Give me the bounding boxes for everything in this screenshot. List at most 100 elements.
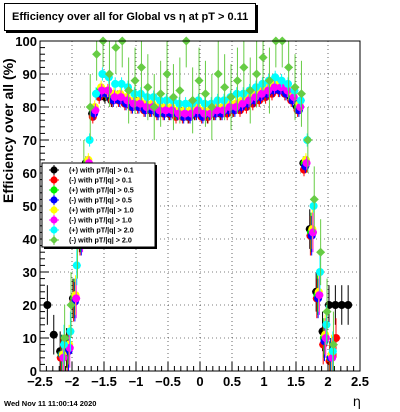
y-tick-label: 70 [23, 133, 37, 148]
x-tick-label: −2 [65, 374, 80, 389]
data-point [60, 340, 68, 349]
data-point [258, 79, 267, 88]
data-point [130, 89, 139, 98]
y-tick-label: 10 [23, 331, 37, 346]
legend-label: (+) with pT/|q| > 2.0 [69, 226, 134, 235]
timestamp: Wed Nov 11 11:00:14 2020 [4, 399, 97, 408]
data-point [344, 301, 353, 309]
data-point [136, 89, 145, 98]
legend-marker [50, 206, 58, 214]
data-point [200, 89, 210, 99]
data-point [175, 86, 185, 95]
data-point [168, 92, 178, 102]
data-point [316, 247, 326, 257]
data-point [322, 320, 331, 329]
data-point [193, 106, 202, 115]
legend-label: (-) with pT/|q| > 0.5 [69, 196, 132, 205]
data-point [142, 103, 151, 111]
data-point [85, 136, 94, 144]
data-point [289, 93, 298, 102]
data-point [116, 93, 125, 102]
data-point [252, 69, 262, 79]
data-point [123, 96, 132, 105]
x-tick-label: −0.5 [155, 374, 181, 389]
data-point [277, 76, 286, 85]
series-5 [59, 80, 337, 371]
y-axis-label: Efficiency over all (%) [0, 58, 16, 203]
legend-label: (+) with pT/|q| > 0.5 [69, 186, 134, 195]
y-tick-label: 20 [23, 298, 37, 313]
data-point [213, 69, 223, 79]
data-point [308, 228, 317, 237]
x-tick-label: 0 [196, 374, 203, 389]
legend-marker [50, 226, 58, 234]
data-point [315, 291, 324, 300]
data-point [321, 334, 330, 342]
data-point [104, 69, 114, 79]
data-point [264, 76, 274, 86]
data-point [309, 194, 319, 204]
data-point [270, 83, 279, 92]
data-point [98, 70, 107, 78]
data-point [200, 109, 209, 118]
legend-marker [50, 196, 58, 204]
data-point [332, 334, 340, 342]
data-point [284, 79, 292, 88]
legend-box [41, 162, 156, 248]
x-tick-label: −1 [129, 374, 144, 389]
x-tick-label: −1.5 [91, 374, 117, 389]
data-point [72, 294, 81, 303]
y-tick-label: 60 [23, 166, 37, 181]
data-point [156, 96, 164, 105]
y-tick-label: 80 [23, 100, 37, 115]
legend-label: (-) with pT/|q| > 0.1 [69, 176, 132, 185]
data-point [130, 76, 140, 86]
data-point [72, 261, 81, 270]
data-point [149, 93, 158, 102]
data-point [149, 102, 159, 112]
x-tick-label: 0.5 [223, 374, 241, 389]
data-point [194, 76, 204, 86]
x-tick-label: 1 [260, 374, 267, 389]
data-point [129, 99, 138, 108]
x-tick-label: 2 [324, 374, 331, 389]
series-7 [60, 36, 338, 371]
chart-title: Efficiency over all for Global vs η at p… [4, 3, 257, 31]
data-point [220, 96, 228, 105]
x-axis-label: η [352, 395, 361, 410]
data-point [331, 301, 340, 309]
data-point [225, 103, 234, 111]
data-point [232, 103, 241, 111]
data-point [143, 93, 152, 102]
data-point [226, 92, 236, 102]
data-point [238, 99, 247, 108]
data-point [258, 53, 268, 62]
data-point [60, 333, 70, 343]
data-point [276, 83, 285, 92]
data-point [111, 79, 120, 88]
data-point [187, 109, 196, 118]
data-point [337, 301, 346, 309]
data-point [207, 102, 217, 112]
data-point [180, 109, 189, 118]
legend-marker [50, 216, 58, 224]
data-point [232, 76, 242, 86]
data-point [328, 353, 337, 362]
data-point [283, 86, 292, 95]
x-tick-label: 2.5 [351, 374, 369, 389]
data-point [257, 89, 266, 98]
data-point [181, 99, 190, 108]
data-point [92, 89, 100, 98]
data-point [200, 99, 209, 108]
data-point [111, 43, 121, 53]
data-point [156, 89, 166, 99]
data-point [322, 307, 332, 317]
data-point [161, 106, 170, 115]
data-point [284, 62, 294, 72]
data-point [251, 93, 260, 102]
data-point [239, 89, 248, 98]
data-point [162, 69, 172, 79]
x-tick-label: 1.5 [287, 374, 305, 389]
data-point [92, 49, 102, 59]
